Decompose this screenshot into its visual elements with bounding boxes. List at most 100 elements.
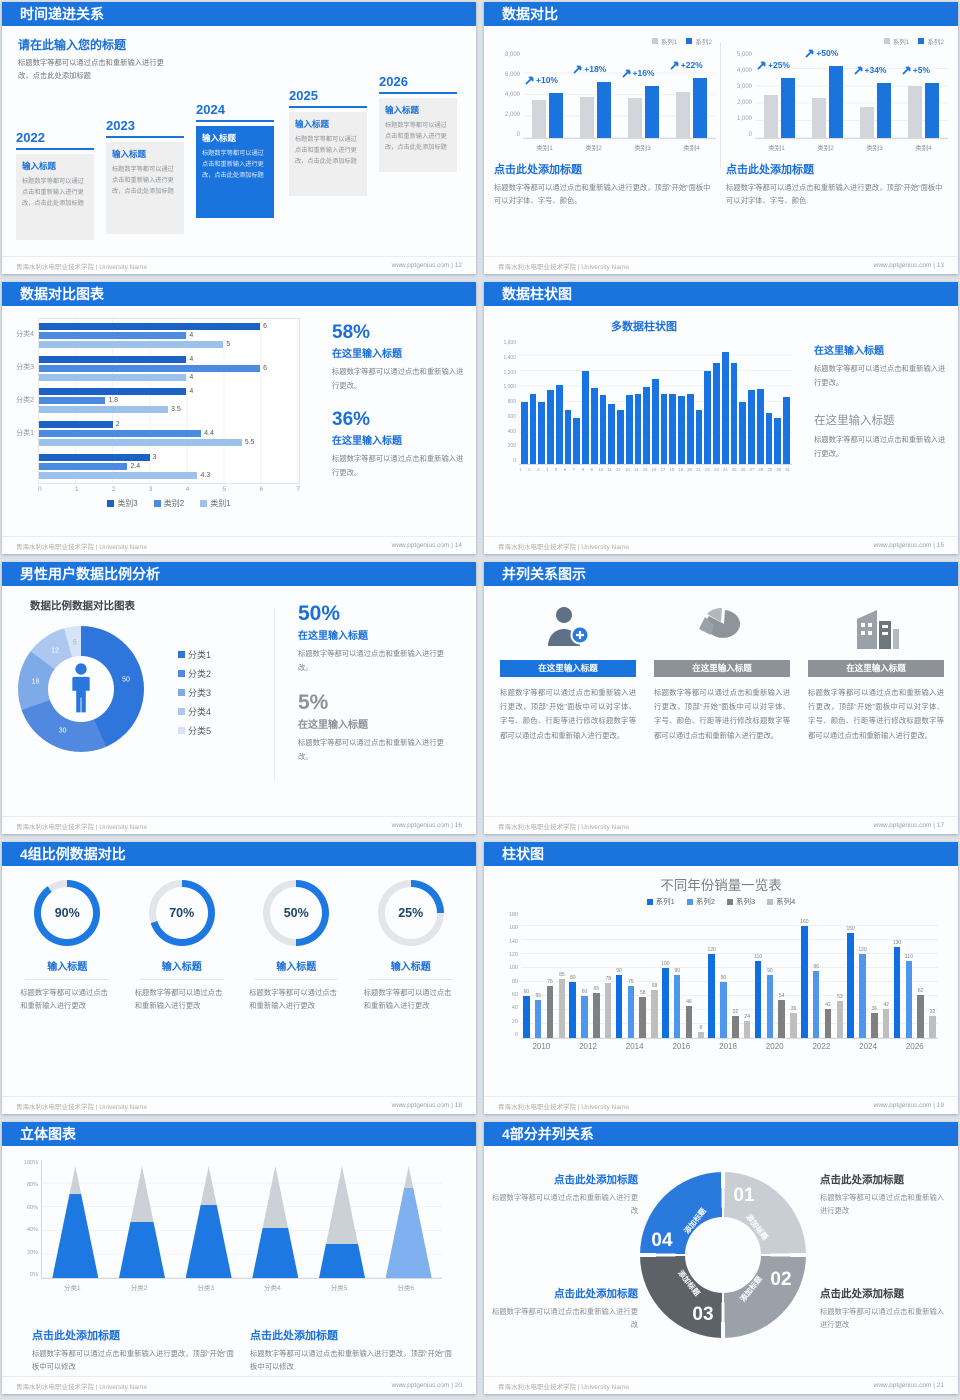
bar-wrap: 24 [742,1014,753,1038]
bar-value: 54 [778,993,785,1000]
x-tick: 类别4 [915,145,932,152]
x-tick: 2024 [859,1042,877,1051]
x-axis: 类别1 类别2 类别3 类别4 [520,139,716,152]
bar-value: 42 [825,1001,831,1008]
bar-value: 90 [616,968,622,974]
x-tick: 3 [148,486,153,493]
timeline-year: 2023 [106,118,135,133]
slide-body: 不同年份销量一览表 系列1 系列2 系列3 系列4 180 160 140 120 100 80… [484,866,958,1096]
bar-value: 68 [651,983,658,990]
bar-value: 3.5 [171,406,181,414]
card: 在这里输入标题 标题数字等都可以通过点击和重新输入进行更改，顶部“开始”面板中可… [654,600,790,743]
timeline-box: 输入标题 标题数字等都可以通过点击和重新输入进行更改，点击此处添加标题 [16,154,94,240]
segment-number: 01 [733,1185,755,1206]
slide-timeline[interactable]: 时间递进关系 请在此输入您的标题 标题数字等都可以通过点击和重新输入进行更改，点… [2,2,476,274]
stat-body: 标题数字等都可以通过点击和重新输入进行更改。 [298,737,444,761]
bar [643,387,651,464]
bar-value: 90 [674,968,680,974]
chart-title: 数据比例数据对比图表 [30,600,135,612]
bar-row: 3.5 [39,406,299,414]
bar-wrap: 110 [903,954,914,1038]
legend-item: 分类1 [178,648,211,661]
bar [593,992,600,1038]
category-labels: 分类4 分类3 分类2 分类1 [10,318,38,482]
timeline-box: 输入标题 标题数字等都可以通过点击和重新输入进行更改，点击此处添加标题 [379,98,457,172]
slide-grouped-columns[interactable]: 柱状图 不同年份销量一览表 系列1 系列2 系列3 系列4 180 160 140 120 1… [484,842,958,1114]
bar-value: 110 [904,954,913,960]
y-tick: 60 [511,991,518,998]
legend-item: 系列1 [883,36,909,46]
ring-center: 25% [384,887,437,939]
slide-cone-chart[interactable]: 立体图表 100% 80% 60% 40% 20% 0% 分类1 分类2 分类3 分类4 分类5 分… [2,1122,476,1394]
legend-item: 系列2 [686,896,715,907]
footer-site-page: www.pptgenius.com | 18 [391,1102,462,1109]
slide-title: 4部分并列关系 [502,1126,594,1142]
slide-progress-rings[interactable]: 4组比例数据对比 90% 输入标题 标题数字等都可以通过点击和重新输入进行更改 70%… [2,842,476,1114]
bar-value: 5 [226,340,231,348]
bar [778,1000,785,1038]
footer-org: 青海水利水电职业技术学院 | University Name [498,823,629,831]
slide-title-bar: 数据柱状图 [484,282,958,306]
bar-wrap: 78 [603,976,614,1038]
progress-rings: 90% 输入标题 标题数字等都可以通过点击和重新输入进行更改 70% 输入标题 标题数字等… [2,880,476,1013]
slide-footer: 青海水利水电职业技术学院 | University Name www.pptge… [2,1376,476,1394]
bar-value: 4.4 [204,430,214,438]
timeline-step: 2024 输入标题 标题数字等都可以通过点击和重新输入进行更改，点击此处添加标题 [196,102,274,218]
x-tick: 分类5 [330,1285,348,1292]
slide-title-bar: 4部分并列关系 [484,1122,958,1146]
footer-org: 青海水利水电职业技术学院 | University Name [16,823,147,831]
bar-wrap: 85 [556,972,567,1038]
y-tick: 4,000 [736,68,752,74]
bar [859,954,866,1038]
x-tick: 2022 [812,1042,831,1051]
plot-area: +10% +18% +16% +22% [523,52,716,139]
bar-value: 1.8 [108,397,119,405]
y-tick: 0 [514,1031,518,1038]
chart-legend: 分类1 分类2 分类3 分类4 分类5 [178,648,211,743]
card-header: 在这里输入标题 [808,660,944,677]
footer-site-page: www.pptgenius.com | 15 [873,542,944,549]
bar-series2 [645,86,660,138]
cone-fill-clip [319,1244,366,1278]
slide-donut-chart[interactable]: 男性用户数据比例分析 数据比例数据对比图表 50 30 18 12 5 分类1 分类2 分类… [2,562,476,834]
cone-fill [252,1227,299,1278]
slide-column-chart[interactable]: 数据柱状图 多数据柱状图 1,600 1,400 1,200 1,000 800 600 4… [484,282,958,554]
slide-data-compare[interactable]: 数据对比 系列1 系列2 8,000 6,000 4,000 2,000 0 +10% +18%… [484,2,958,274]
stat-title: 在这里输入标题 [298,719,368,731]
delta-value: +25% [768,59,790,70]
legend-swatch [767,898,774,905]
footer-org: 青海水利水电职业技术学院 | University Name [16,263,147,271]
slice-value: 18 [31,678,40,686]
block-title: 在这里输入标题 [814,414,895,427]
timeline-box-title: 输入标题 [202,133,237,143]
slide-title: 数据对比图表 [20,286,104,302]
bar-group: 130 110 62 32 [892,940,938,1038]
chart-legend: 系列1 系列2 [651,36,712,46]
bar-value: 4 [189,331,194,339]
bar [801,926,808,1038]
y-tick: 5,000 [736,52,752,58]
y-tick: 80% [26,1182,38,1189]
chart-area: 1,600 1,400 1,200 1,000 800 600 400 200 0 [492,340,792,465]
stat-body: 标题数字等都可以通过点击和重新输入进行更改。 [332,453,464,477]
bar-series1 [579,97,594,138]
ring-column: 50% 输入标题 标题数字等都可以通过点击和重新输入进行更改 [246,880,346,1013]
bar-value: 32 [732,1008,739,1015]
slide-cycle-diagram[interactable]: 4部分并列关系 01 添加标题 02 添加标题 03 添加标题 04 添加标题 点击此处添加标… [484,1122,958,1394]
bar [599,395,607,464]
delta-label: +16% [621,68,654,78]
ring-title: 输入标题 [390,962,431,973]
cone-wrap [242,1166,309,1278]
delta-value: +34% [864,64,887,75]
bar [39,406,168,414]
x-tick: 10 [598,467,603,472]
legend-item: 系列3 [727,896,755,907]
bar [639,997,646,1038]
slide-parallel-cards[interactable]: 并列关系图示 在这里输入标题 标题数字等都可以通过点击和重新输入进行更改，顶部“… [484,562,958,834]
x-tick: 14 [633,467,639,472]
cone-fill-clip [252,1227,299,1278]
ring-center: 50% [270,887,323,939]
bar [39,439,242,447]
bar [555,384,563,464]
slide-hbar-chart[interactable]: 数据对比图表 分类4 分类3 分类2 分类1 6 4 5 4 6 4 4 1.8 3.5 2 4.4 5.5 3… [2,282,476,554]
